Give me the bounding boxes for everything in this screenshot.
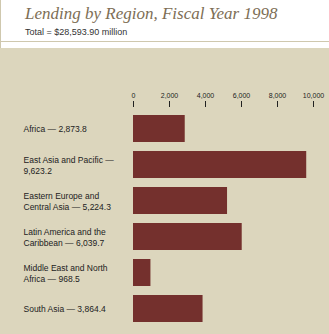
svg-text:South Asia — 3,864.4: South Asia — 3,864.4 bbox=[24, 304, 106, 314]
svg-text:2,000: 2,000 bbox=[161, 92, 179, 99]
svg-text:0: 0 bbox=[132, 92, 136, 99]
svg-text:Latin America and theCaribbean: Latin America and theCaribbean — 6,039.7 bbox=[24, 227, 106, 248]
svg-text:Middle East and NorthAfrica —: Middle East and NorthAfrica — 968.5 bbox=[24, 263, 108, 284]
html-text:Lending by Region, Fiscal Year: Lending by Region, Fiscal Year 1998 bbox=[25, 4, 278, 23]
svg-text:8,000: 8,000 bbox=[269, 92, 287, 99]
svg-text:6,000: 6,000 bbox=[233, 92, 251, 99]
svg-text:4,000: 4,000 bbox=[197, 92, 215, 99]
svg-text:10,000: 10,000 bbox=[303, 92, 325, 99]
svg-text:Eastern Europe andCentral Asia: Eastern Europe andCentral Asia — 5,224.3 bbox=[24, 191, 112, 212]
svg-text:East Asia and Pacific —9,623.2: East Asia and Pacific —9,623.2 bbox=[24, 155, 115, 176]
html-text:Total = $28,593.90 million: Total = $28,593.90 million bbox=[25, 27, 128, 37]
svg-text:Africa — 2,873.8: Africa — 2,873.8 bbox=[24, 124, 88, 134]
